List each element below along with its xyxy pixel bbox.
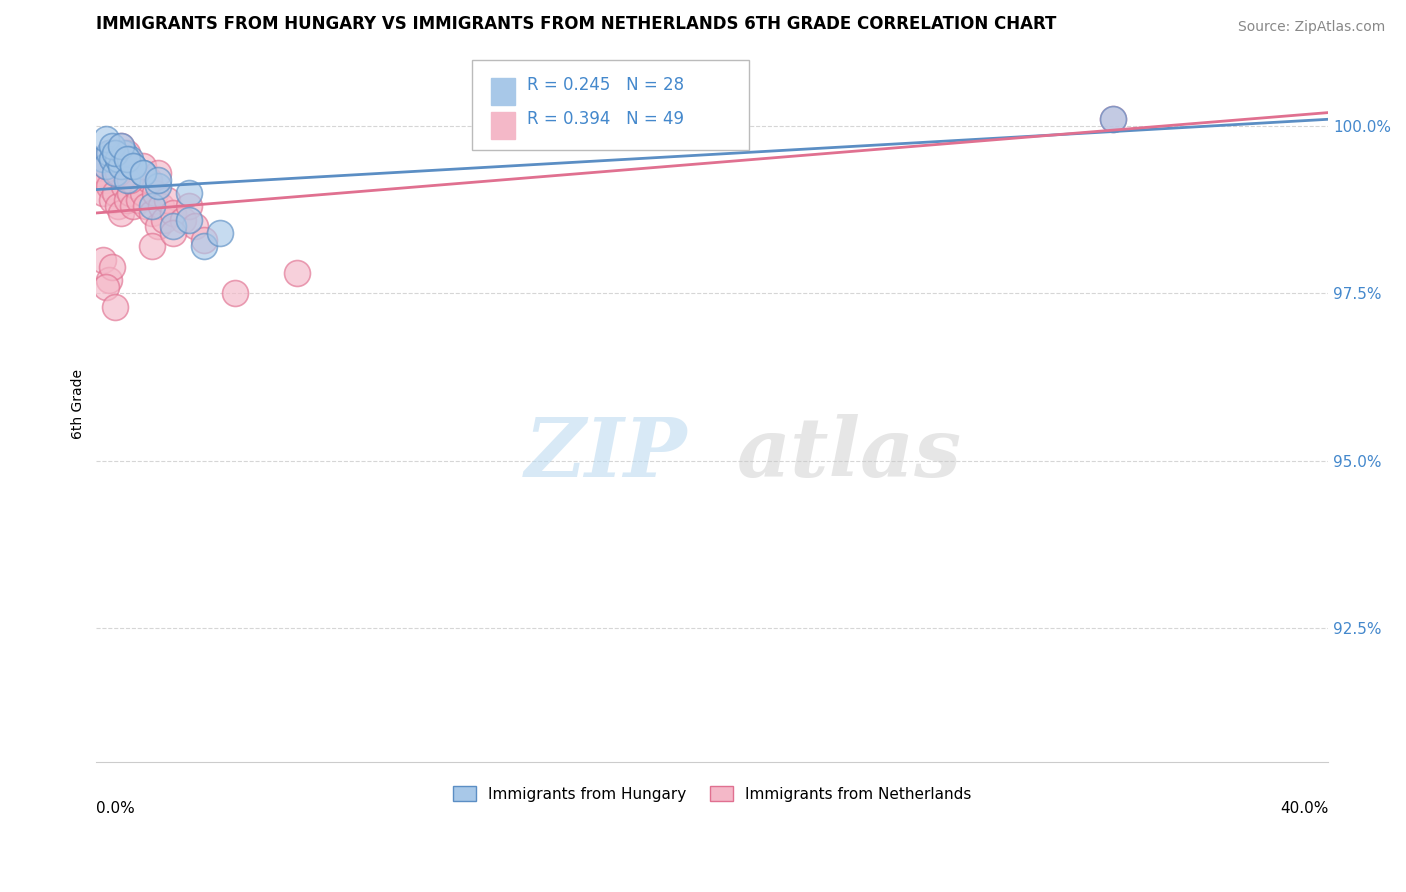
Point xyxy=(208,226,231,240)
Point xyxy=(1101,112,1123,127)
Point xyxy=(146,179,169,194)
Point xyxy=(162,219,184,234)
Point xyxy=(122,199,145,213)
Bar xyxy=(491,78,515,105)
Point xyxy=(146,219,169,234)
Point xyxy=(138,172,160,186)
Point xyxy=(104,186,127,200)
Bar xyxy=(491,112,515,139)
Point xyxy=(128,193,150,207)
Point xyxy=(120,186,142,200)
Point xyxy=(110,159,132,173)
Point xyxy=(94,279,117,293)
Point xyxy=(89,166,111,180)
Point xyxy=(91,186,114,200)
Point xyxy=(107,166,129,180)
Point xyxy=(115,172,138,186)
Point xyxy=(177,186,200,200)
Point xyxy=(122,159,145,173)
Point xyxy=(146,172,169,186)
Point xyxy=(100,260,122,274)
Point xyxy=(104,300,127,314)
Point xyxy=(91,252,114,267)
Text: ZIP: ZIP xyxy=(524,414,688,494)
Text: R = 0.245   N = 28: R = 0.245 N = 28 xyxy=(527,76,685,94)
Point xyxy=(193,239,215,253)
Text: atlas: atlas xyxy=(737,414,962,494)
Point xyxy=(135,199,157,213)
Point xyxy=(91,153,114,167)
Point xyxy=(104,145,127,160)
Point xyxy=(112,145,135,160)
Point xyxy=(112,179,135,194)
Point xyxy=(143,186,166,200)
Point xyxy=(184,219,207,234)
Point xyxy=(120,153,142,167)
Point xyxy=(115,145,138,160)
Point xyxy=(94,159,117,173)
Point xyxy=(104,166,127,180)
Point xyxy=(120,172,142,186)
Point xyxy=(115,153,138,167)
Point xyxy=(110,206,132,220)
Point xyxy=(100,139,122,153)
Point xyxy=(125,179,148,194)
Point xyxy=(141,199,163,213)
Point xyxy=(156,193,179,207)
Point xyxy=(107,199,129,213)
Point xyxy=(94,159,117,173)
Point xyxy=(177,212,200,227)
Point xyxy=(104,153,127,167)
Point xyxy=(100,153,122,167)
Point xyxy=(97,145,120,160)
Text: IMMIGRANTS FROM HUNGARY VS IMMIGRANTS FROM NETHERLANDS 6TH GRADE CORRELATION CHA: IMMIGRANTS FROM HUNGARY VS IMMIGRANTS FR… xyxy=(97,15,1057,33)
Y-axis label: 6th Grade: 6th Grade xyxy=(72,368,86,439)
Text: 0.0%: 0.0% xyxy=(97,801,135,816)
Point xyxy=(285,266,308,280)
Point xyxy=(110,139,132,153)
Point xyxy=(122,159,145,173)
Point xyxy=(100,153,122,167)
Point xyxy=(131,166,153,180)
Point xyxy=(162,206,184,220)
Point xyxy=(112,159,135,173)
Point xyxy=(224,286,246,301)
Point xyxy=(110,139,132,153)
Point xyxy=(1101,112,1123,127)
Point xyxy=(115,193,138,207)
Point xyxy=(107,153,129,167)
Point xyxy=(150,199,173,213)
Point xyxy=(162,226,184,240)
Point xyxy=(153,212,176,227)
Point xyxy=(172,212,194,227)
Point xyxy=(97,179,120,194)
Text: R = 0.394   N = 49: R = 0.394 N = 49 xyxy=(527,111,685,128)
Point xyxy=(97,145,120,160)
Point xyxy=(94,172,117,186)
Point xyxy=(94,132,117,146)
Point xyxy=(100,193,122,207)
Point xyxy=(177,199,200,213)
Point xyxy=(131,166,153,180)
Point xyxy=(193,233,215,247)
Point xyxy=(141,239,163,253)
Point xyxy=(97,273,120,287)
Point xyxy=(131,159,153,173)
Point xyxy=(131,186,153,200)
Point xyxy=(146,166,169,180)
Text: 40.0%: 40.0% xyxy=(1279,801,1329,816)
Text: Source: ZipAtlas.com: Source: ZipAtlas.com xyxy=(1237,20,1385,34)
Point xyxy=(141,206,163,220)
Legend: Immigrants from Hungary, Immigrants from Netherlands: Immigrants from Hungary, Immigrants from… xyxy=(447,780,977,808)
FancyBboxPatch shape xyxy=(472,60,749,150)
